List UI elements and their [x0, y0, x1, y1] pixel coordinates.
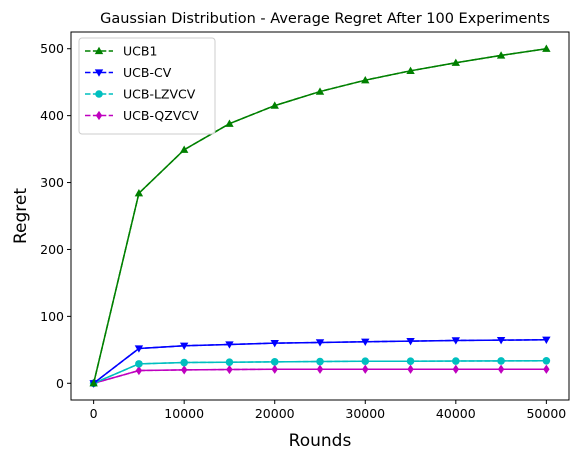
point-ucb-cv-7: [406, 337, 415, 346]
point-ucb-qzvcv-4: [271, 364, 278, 374]
point-ucb-cv-9: [496, 336, 506, 345]
point-ucb-lzvcv-3: [225, 358, 234, 366]
x-axis-label: Rounds: [289, 431, 352, 451]
x-tick-label-30000: 30000: [345, 406, 385, 421]
point-ucb1-2: [179, 145, 189, 153]
y-tick-label-500: 500: [40, 41, 64, 56]
legend-marker-ucb-cv: [94, 69, 104, 77]
point-ucb-lzvcv-9: [497, 357, 505, 365]
point-ucb-qzvcv-6: [362, 364, 369, 374]
x-tick-label-20000: 20000: [255, 406, 295, 421]
point-ucb-qzvcv-3: [226, 364, 233, 375]
legend-marker-ucb-lzvcv: [95, 90, 103, 98]
point-ucb1-3: [225, 119, 234, 127]
point-ucb-lzvcv-5: [316, 357, 324, 366]
point-ucb-qzvcv-9: [497, 364, 505, 374]
y-tick-label-0: 0: [56, 376, 64, 391]
point-ucb1-6: [361, 75, 370, 84]
point-ucb1-1: [134, 189, 144, 197]
point-ucb-qzvcv-10: [543, 364, 550, 374]
legend-label-ucb-cv: UCB-CV: [123, 65, 172, 80]
point-ucb-cv-6: [361, 338, 370, 346]
legend-label-ucb-qzvcv: UCB-QZVCV: [123, 108, 199, 123]
point-ucb-qzvcv-8: [452, 364, 460, 374]
y-tick-label-400: 400: [40, 108, 64, 123]
point-ucb-cv-3: [225, 341, 234, 349]
y-axis-label: Regret: [11, 188, 31, 244]
point-ucb-cv-4: [270, 339, 279, 348]
point-ucb-qzvcv-2: [180, 365, 188, 375]
point-ucb-cv-10: [542, 336, 551, 344]
legend-label-ucb-lzvcv: UCB-LZVCV: [123, 87, 196, 102]
point-ucb1-0: [89, 379, 98, 387]
legend-label-ucb1: UCB1: [123, 44, 157, 59]
x-tick-label-0: 0: [90, 406, 98, 421]
chart-title: Gaussian Distribution - Average Regret A…: [100, 11, 550, 27]
point-ucb1-4: [270, 101, 279, 109]
point-ucb1-7: [406, 66, 415, 74]
point-ucb-qzvcv-5: [316, 364, 324, 374]
legend-box: [78, 37, 216, 135]
legend-marker-ucb-qzvcv: [95, 110, 103, 121]
x-tick-label-10000: 10000: [164, 406, 204, 421]
point-ucb-qzvcv-7: [407, 364, 414, 374]
point-ucb-lzvcv-1: [135, 360, 143, 368]
point-ucb-lzvcv-2: [180, 358, 188, 367]
x-tick-label-50000: 50000: [526, 406, 566, 421]
y-tick-label-300: 300: [40, 175, 64, 190]
point-ucb1-5: [315, 87, 325, 95]
point-ucb-cv-1: [134, 345, 144, 353]
point-ucb-lzvcv-10: [542, 356, 551, 365]
plot-frame: [70, 31, 570, 401]
point-ucb-lzvcv-4: [270, 358, 279, 366]
y-tick-label-200: 200: [40, 242, 64, 257]
point-ucb1-8: [451, 58, 461, 66]
point-ucb-lzvcv-8: [452, 357, 460, 365]
point-ucb-cv-8: [451, 337, 461, 345]
legend-marker-ucb1: [94, 46, 104, 55]
point-ucb-cv-5: [315, 339, 325, 347]
point-ucb-qzvcv-1: [135, 365, 143, 376]
x-tick-label-40000: 40000: [436, 406, 476, 421]
point-ucb-lzvcv-6: [361, 357, 370, 365]
point-ucb1-10: [542, 44, 551, 52]
point-ucb-lzvcv-7: [406, 357, 415, 365]
point-ucb-cv-2: [179, 342, 189, 351]
y-tick-label-100: 100: [40, 309, 64, 324]
point-ucb1-9: [496, 51, 506, 59]
